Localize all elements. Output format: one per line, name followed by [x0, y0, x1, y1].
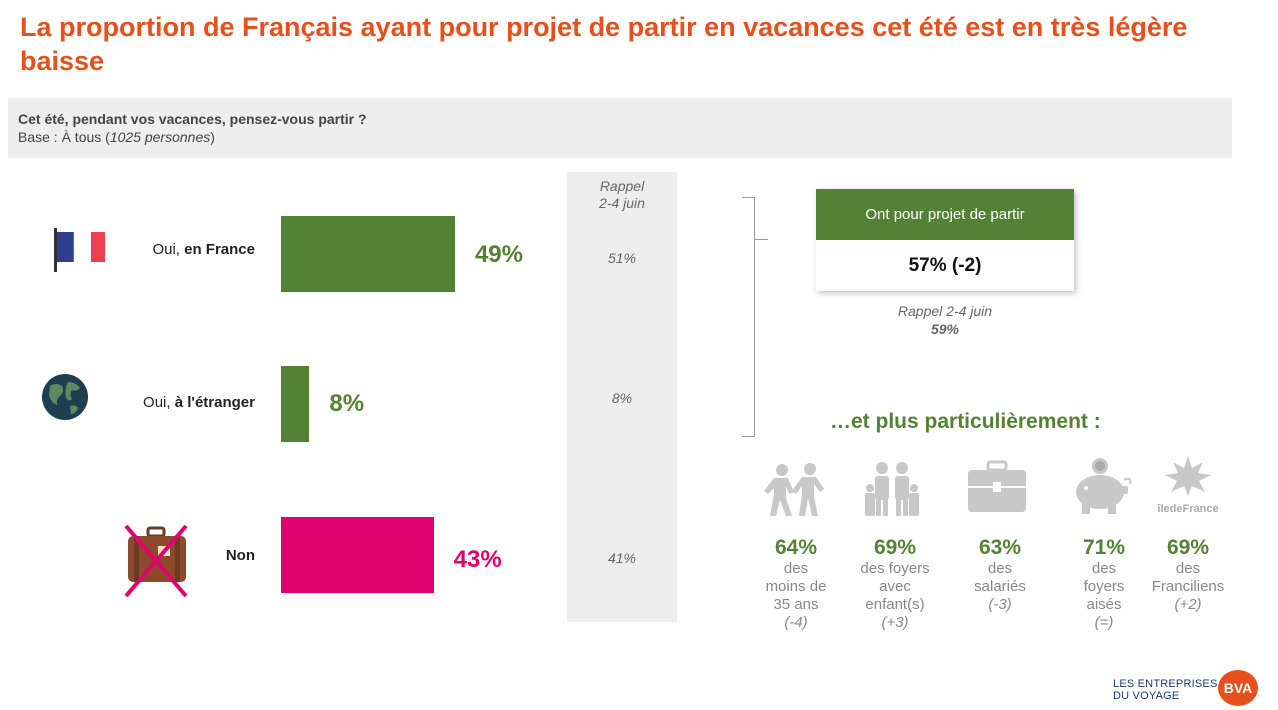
- page-title: La proportion de Français ayant pour pro…: [20, 12, 1188, 76]
- ile-de-france-star-icon: [1165, 456, 1211, 496]
- segment-foyers-aises: 71% des foyers aisés (=): [1082, 536, 1126, 631]
- value-label-etranger: 8%: [329, 390, 365, 417]
- value-label-france: 49%: [474, 241, 523, 268]
- ile-de-france-icon: îledeFrance: [1153, 454, 1223, 518]
- piggy-bank-icon: [1076, 458, 1132, 514]
- summary-bracket: [742, 197, 755, 437]
- crossed-suitcase-icon: [124, 524, 188, 598]
- segment-salaries: 63% des salariés (-3): [974, 536, 1026, 613]
- summary-header: Ont pour projet de partir: [816, 189, 1074, 240]
- particulierement-heading: …et plus particulièrement :: [830, 410, 1101, 433]
- summary-card: Ont pour projet de partir 57% (-2): [816, 189, 1074, 291]
- bar-etranger: [281, 366, 310, 442]
- rappel-value-non: 41%: [607, 550, 637, 566]
- row-label-etranger: Oui, à l'étranger: [143, 394, 255, 411]
- bva-logo: BVA: [1218, 670, 1258, 706]
- value-label-non: 43%: [453, 546, 502, 573]
- segment-moins-35: 64% des moins de 35 ans (-4): [765, 536, 827, 631]
- rappel-header: Rappel 2-4 juin: [599, 178, 645, 211]
- row-label-france: Oui, en France: [152, 241, 255, 258]
- young-people-icon: [764, 463, 824, 516]
- france-flag-icon: [54, 228, 105, 272]
- rappel-value-etranger: 8%: [611, 390, 633, 406]
- row-label-non: Non: [225, 547, 255, 564]
- question-text: Cet été, pendant vos vacances, pensez-vo…: [18, 111, 367, 127]
- base-text: Base : À tous (1025 personnes): [18, 129, 215, 145]
- summary-value: 57% (-2): [908, 255, 982, 276]
- globe-icon: [42, 374, 88, 420]
- summary-rappel: Rappel 2-4 juin 59%: [897, 303, 993, 337]
- ile-de-france-logo-text: îledeFrance: [1157, 503, 1219, 515]
- bar-non: [281, 517, 434, 593]
- summary-bracket-tick: [754, 239, 768, 240]
- entreprises-du-voyage-logo: LES ENTREPRISES DU VOYAGE: [1113, 678, 1218, 702]
- briefcase-icon: [968, 460, 1026, 512]
- rappel-value-france: 51%: [607, 250, 637, 266]
- bar-france: [281, 216, 455, 292]
- family-icon: [865, 462, 919, 516]
- segment-franciliens: 69% des Franciliens (+2): [1151, 536, 1225, 613]
- question-box: Cet été, pendant vos vacances, pensez-vo…: [8, 98, 1232, 158]
- rappel-column: Rappel 2-4 juin 51% 8% 41%: [567, 172, 677, 622]
- segment-foyers-enfants: 69% des foyers avec enfant(s) (+3): [860, 536, 930, 631]
